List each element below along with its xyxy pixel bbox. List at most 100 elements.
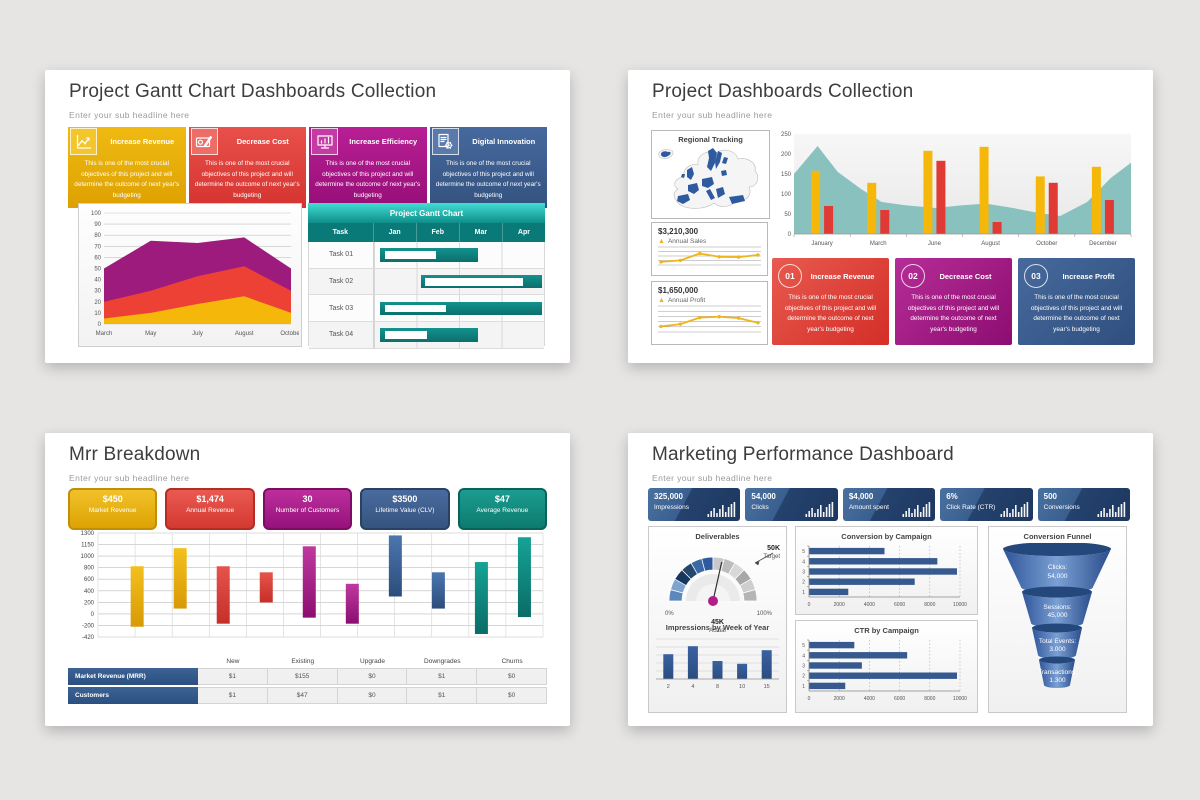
page-title: Project Dashboards Collection bbox=[652, 81, 914, 102]
table-cell: $0 bbox=[477, 687, 547, 704]
kpi-value: $3,210,300 bbox=[658, 227, 699, 236]
card-header: 01 Increase Revenue bbox=[772, 258, 889, 290]
range-bar-teal bbox=[517, 537, 531, 618]
kpi-value: $4,000 bbox=[848, 492, 874, 501]
table-cell: $47 bbox=[267, 687, 338, 704]
svg-text:8000: 8000 bbox=[924, 602, 935, 608]
funnel-segment-rim bbox=[1039, 656, 1075, 664]
gantt-column-header: Mar bbox=[458, 223, 502, 242]
range-bar-red bbox=[216, 566, 230, 624]
kpi-label-text: Annual Sales bbox=[667, 238, 707, 245]
conversion-bar-chart: 0 2000 4000 6000 8000 10000 5 4 3 2 1 bbox=[802, 545, 967, 608]
card-body-text: This is one of the most crucial objectiv… bbox=[784, 294, 877, 333]
bar-yellow bbox=[811, 170, 821, 234]
range-bar-magenta bbox=[302, 546, 316, 618]
kpi-pills: $450 Market Revenue $1,474 Annual Revenue 30… bbox=[68, 488, 548, 530]
svg-text:200: 200 bbox=[781, 152, 792, 158]
bar-red bbox=[992, 222, 1002, 234]
funnel-stage-value: 1.300 bbox=[1049, 677, 1066, 685]
monitor-chart-icon bbox=[311, 128, 338, 155]
kpi-value: 500 bbox=[1043, 492, 1057, 501]
svg-text:250: 250 bbox=[781, 132, 792, 138]
expense-check-icon bbox=[190, 128, 218, 155]
objective-card: Digital Innovation This is one of the mos… bbox=[429, 127, 547, 209]
stacked-area-chart: 0 10 20 30 40 50 60 70 80 90 100 March May July August… bbox=[91, 211, 299, 337]
map-region bbox=[702, 177, 714, 188]
bar-red bbox=[1048, 182, 1058, 234]
kpi-chip: 54,000 Clicks bbox=[745, 488, 838, 521]
kpi-value: 325,000 bbox=[654, 492, 683, 501]
kpi-pill: $450 Market Revenue bbox=[68, 488, 158, 530]
gantt-rows: Task 01 Task 02 Task 03 Task 04 bbox=[308, 242, 545, 349]
card-number-badge: 02 bbox=[901, 264, 925, 288]
slide-mrr-breakdown[interactable]: Mrr Breakdown Enter your sub headline he… bbox=[45, 433, 570, 726]
table-cell: $1 bbox=[198, 668, 268, 685]
svg-text:100: 100 bbox=[91, 211, 102, 217]
range-bar-teal bbox=[474, 562, 488, 634]
table-corner-cell bbox=[68, 655, 198, 668]
svg-text:1: 1 bbox=[802, 590, 805, 596]
kpi-label: Annual Revenue bbox=[186, 507, 235, 514]
svg-text:0: 0 bbox=[808, 696, 811, 702]
gantt-progress-bar bbox=[384, 331, 428, 339]
bar-red bbox=[880, 210, 890, 234]
table-column-header: Existing bbox=[291, 658, 315, 665]
slide-project-dashboards-collection[interactable]: Project Dashboards Collection Enter your… bbox=[628, 70, 1153, 363]
conversion-funnel-panel: Conversion Funnel Clicks: 54,000 Sessions:… bbox=[988, 526, 1127, 713]
funnel-segment-rim bbox=[1003, 543, 1111, 556]
card-title: Increase Profit bbox=[1062, 271, 1115, 281]
svg-text:1: 1 bbox=[802, 684, 805, 690]
kpi-chip: $4,000 Amount spent bbox=[842, 488, 936, 521]
objective-card: 01 Increase Revenue This is one of the mos… bbox=[772, 258, 889, 345]
card-title: Increase Revenue bbox=[810, 271, 875, 281]
slide-marketing-performance-dashboard[interactable]: Marketing Performance Dashboard Enter yo… bbox=[628, 433, 1153, 726]
kpi-pill: $1,474 Annual Revenue bbox=[165, 488, 255, 530]
ctr-bar-chart: 0 2000 4000 6000 8000 10000 5 4 3 2 1 bbox=[802, 639, 967, 702]
card-title: Increase Revenue bbox=[110, 137, 175, 146]
kpi-value: $1,650,000 bbox=[658, 286, 699, 295]
table-cell: $1 bbox=[407, 668, 478, 685]
kpi-label: Average Revenue bbox=[476, 507, 529, 514]
bars-icon bbox=[902, 502, 931, 517]
kpi-value: 54,000 bbox=[751, 492, 776, 501]
card-header: 03 Increase Profit bbox=[1018, 258, 1135, 290]
gantt-column-header: Feb bbox=[415, 223, 459, 242]
kpi-label: Clicks bbox=[751, 504, 769, 511]
card-body-text: This is one of the most crucial objectiv… bbox=[194, 160, 300, 199]
svg-text:2: 2 bbox=[667, 684, 670, 690]
page-title: Project Gantt Chart Dashboards Collectio… bbox=[69, 81, 437, 102]
svg-text:4: 4 bbox=[802, 653, 805, 659]
hbar bbox=[809, 641, 855, 649]
gauge-actual-value: 45K bbox=[711, 619, 724, 626]
card-body-text: This is one of the most crucial objectiv… bbox=[315, 160, 421, 199]
gantt-column-header: Apr bbox=[501, 223, 545, 242]
kpi-label: Click Rate (CTR) bbox=[946, 504, 996, 511]
card-header: Increase Efficiency bbox=[309, 127, 427, 156]
slide-project-gantt-chart-dashboards[interactable]: Project Gantt Chart Dashboards Collectio… bbox=[45, 70, 570, 363]
range-bar-blue bbox=[388, 535, 402, 597]
gantt-row: Task 04 bbox=[309, 322, 544, 349]
funnel-stage-name: Sessions: bbox=[1043, 603, 1072, 611]
card-body-text: This is one of the most crucial objectiv… bbox=[907, 294, 1000, 333]
svg-text:10: 10 bbox=[739, 684, 745, 690]
funnel-stage-label: Total Events: 3.000 bbox=[989, 638, 1126, 656]
sub-headline: Enter your sub headline here bbox=[652, 110, 773, 120]
objective-card: Increase Revenue This is one of the most … bbox=[68, 127, 186, 209]
range-bar-blue bbox=[431, 572, 445, 609]
map-region bbox=[681, 174, 685, 178]
objective-card: 02 Decrease Cost This is one of the most c… bbox=[895, 258, 1012, 345]
week-bar bbox=[737, 663, 748, 679]
range-bar-magenta bbox=[345, 583, 359, 624]
gantt-chart: Project Gantt Chart Task Jan Feb Mar Apr Tas… bbox=[308, 203, 545, 349]
svg-text:8: 8 bbox=[716, 684, 719, 690]
hbar bbox=[809, 652, 908, 659]
objective-card: Increase Efficiency This is one of the mo… bbox=[309, 127, 427, 209]
funnel-stage-name: Clicks: bbox=[1047, 564, 1068, 571]
sparkline-chart bbox=[658, 305, 761, 333]
svg-text:December: December bbox=[1089, 241, 1117, 247]
kpi-label: Lifetime Value (CLV) bbox=[375, 507, 435, 514]
svg-text:80: 80 bbox=[94, 233, 101, 239]
card-title: Decrease Cost bbox=[236, 137, 289, 146]
week-chart-title: Impressions by Week of Year bbox=[665, 623, 770, 632]
objective-cards: Increase Revenue This is one of the most … bbox=[68, 127, 547, 209]
